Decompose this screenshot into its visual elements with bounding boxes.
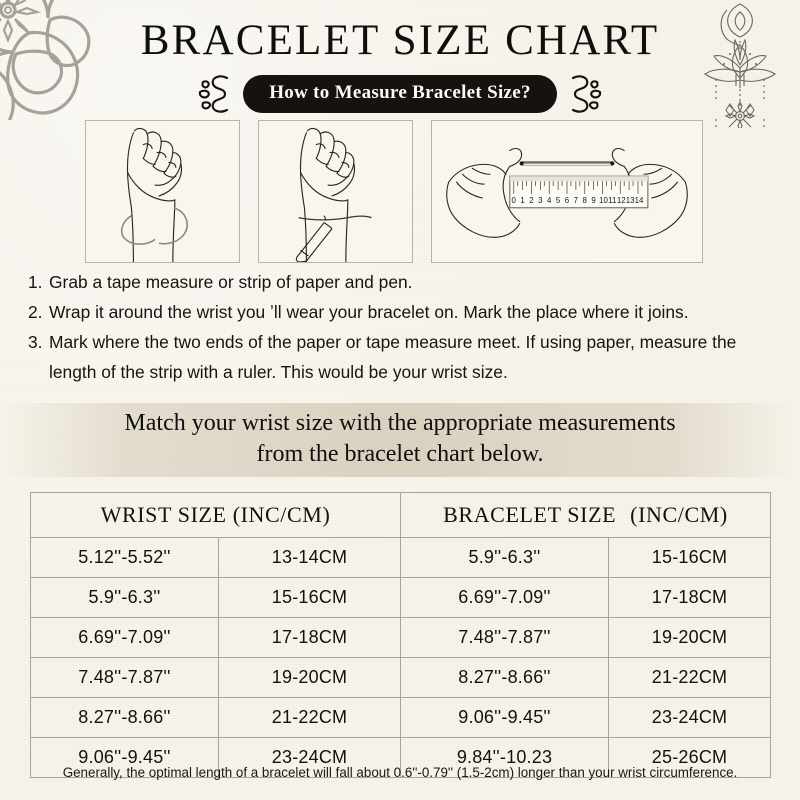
illustration-hand-with-tape-measure — [85, 120, 240, 263]
cell-bracelet-inches: 9.06''-9.45'' — [400, 697, 609, 738]
hands-measuring-strip-with-ruler-icon: 012 345 678 9 10 11 12 13 14 — [446, 147, 688, 238]
cell-bracelet-inches: 7.48''-7.87'' — [400, 617, 609, 658]
svg-text:6: 6 — [565, 196, 570, 205]
step-number: 2. — [28, 301, 43, 322]
table-row: 8.27''-8.66'' 21-22CM 9.06''-9.45'' 23-2… — [30, 697, 771, 738]
cell-bracelet-inches: 6.69''-7.09'' — [400, 577, 609, 618]
cell-bracelet-cm: 19-20CM — [608, 617, 771, 658]
decorative-flourish-icon — [571, 75, 601, 113]
cell-wrist-cm: 19-20CM — [218, 657, 401, 698]
mandala-flower-ornament-icon — [0, 0, 91, 120]
step-text: Wrap it around the wrist you ʼll wear yo… — [49, 301, 689, 322]
svg-text:5: 5 — [556, 196, 561, 205]
hand-with-tape-measure-icon — [120, 127, 188, 262]
cell-wrist-inches: 5.9''-6.3'' — [30, 577, 219, 618]
subtitle-pill: How to Measure Bracelet Size? — [243, 75, 557, 113]
cell-bracelet-cm: 23-24CM — [608, 697, 771, 738]
svg-text:1: 1 — [520, 196, 524, 205]
step-text: Grab a tape measure or strip of paper an… — [49, 272, 413, 292]
banner-line-2: from the bracelet chart below. — [256, 441, 544, 467]
table-row: 7.48''-7.87'' 19-20CM 8.27''-8.66'' 21-2… — [30, 657, 771, 698]
cell-wrist-cm: 13-14CM — [218, 537, 401, 578]
svg-text:13: 13 — [626, 196, 635, 205]
bracelet-size-label: BRACELET SIZE — [443, 502, 617, 527]
step-number: 3. — [28, 331, 43, 352]
cell-bracelet-cm: 21-22CM — [608, 657, 771, 698]
column-header-bracelet-size: BRACELET SIZE (INC/CM) — [400, 492, 771, 538]
table-body: 5.12''-5.52'' 13-14CM 5.9''-6.3'' 15-16C… — [30, 537, 771, 778]
boho-lotus-moon-ornament-icon — [704, 3, 776, 128]
svg-text:12: 12 — [617, 196, 626, 205]
cell-bracelet-cm: 15-16CM — [608, 537, 771, 578]
page-title: BRACELET SIZE CHART — [140, 17, 660, 64]
banner-line-1: Match your wrist size with the appropria… — [124, 409, 676, 436]
cell-bracelet-cm: 17-18CM — [608, 577, 771, 618]
svg-text:7: 7 — [574, 196, 578, 205]
svg-text:10: 10 — [599, 196, 608, 205]
hand-marking-wrist-with-pen-icon — [295, 127, 372, 262]
cell-bracelet-inches: 9.84''-10.23 — [400, 737, 609, 778]
cell-bracelet-cm: 25-26CM — [608, 737, 771, 778]
cell-wrist-inches: 6.69''-7.09'' — [30, 617, 219, 658]
match-size-banner-text: Match your wrist size with the appropria… — [124, 408, 675, 472]
table-row: 5.9''-6.3'' 15-16CM 6.69''-7.09'' 17-18C… — [30, 577, 771, 618]
cell-wrist-inches: 9.06''-9.45'' — [30, 737, 219, 778]
svg-text:14: 14 — [635, 196, 644, 205]
measure-steps-list: 1. Grab a tape measure or strip of paper… — [28, 268, 776, 388]
svg-text:4: 4 — [547, 196, 552, 205]
subtitle-row: How to Measure Bracelet Size? — [0, 72, 800, 116]
decorative-flourish-icon — [199, 75, 229, 113]
list-item: 1. Grab a tape measure or strip of paper… — [28, 268, 776, 298]
match-size-banner: Match your wrist size with the appropria… — [0, 403, 800, 477]
bracelet-size-unit: (INC/CM) — [630, 502, 728, 527]
svg-text:8: 8 — [583, 196, 588, 205]
svg-text:3: 3 — [538, 196, 543, 205]
illustration-hand-marking-wrist-with-pen — [258, 120, 413, 263]
table-header-row: WRIST SIZE (INC/CM) BRACELET SIZE (INC/CM… — [30, 492, 771, 538]
cell-bracelet-inches: 5.9''-6.3'' — [400, 537, 609, 578]
svg-text:11: 11 — [608, 196, 616, 205]
cell-wrist-inches: 8.27''-8.66'' — [30, 697, 219, 738]
size-chart-table: WRIST SIZE (INC/CM) BRACELET SIZE (INC/CM… — [30, 492, 771, 778]
cell-wrist-cm: 23-24CM — [218, 737, 401, 778]
list-item: 3. Mark where the two ends of the paper … — [28, 328, 776, 388]
svg-text:2: 2 — [529, 196, 533, 205]
step-number: 1. — [28, 272, 43, 292]
table-row: 9.06''-9.45'' 23-24CM 9.84''-10.23 25-26… — [30, 737, 771, 778]
step-text: Mark where the two ends of the paper or … — [49, 331, 737, 382]
list-item: 2. Wrap it around the wrist you ʼll wear… — [28, 298, 776, 328]
svg-text:0: 0 — [512, 196, 517, 205]
cell-wrist-cm: 21-22CM — [218, 697, 401, 738]
cell-bracelet-inches: 8.27''-8.66'' — [400, 657, 609, 698]
column-header-wrist-size: WRIST SIZE (INC/CM) — [30, 492, 401, 538]
cell-wrist-inches: 7.48''-7.87'' — [30, 657, 219, 698]
table-row: 6.69''-7.09'' 17-18CM 7.48''-7.87'' 19-2… — [30, 617, 771, 658]
cell-wrist-inches: 5.12''-5.52'' — [30, 537, 219, 578]
footer-note: Generally, the optimal length of a brace… — [62, 765, 738, 780]
cell-wrist-cm: 15-16CM — [218, 577, 401, 618]
table-row: 5.12''-5.52'' 13-14CM 5.9''-6.3'' 15-16C… — [30, 537, 771, 578]
svg-text:9: 9 — [591, 196, 595, 205]
cell-wrist-cm: 17-18CM — [218, 617, 401, 658]
